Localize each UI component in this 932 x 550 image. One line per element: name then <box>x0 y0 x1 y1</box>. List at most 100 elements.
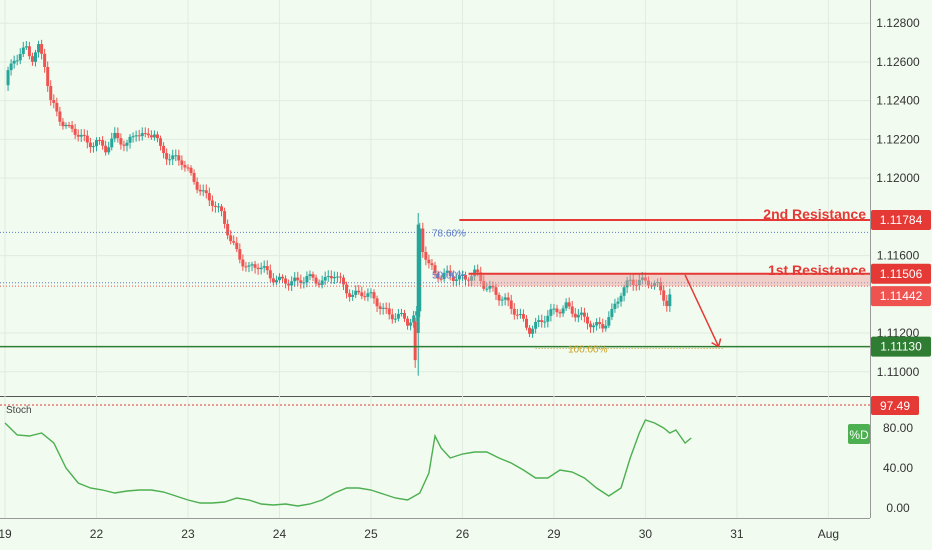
candle-body <box>265 266 269 271</box>
candle-body <box>82 134 86 136</box>
candle-body <box>308 274 312 277</box>
candle-body <box>210 200 214 206</box>
candle-body <box>271 278 275 283</box>
forecast-arrow-head <box>711 338 722 348</box>
candle-body <box>70 125 74 129</box>
candle-body <box>579 312 583 315</box>
candle-body <box>345 284 349 294</box>
candle-body <box>531 328 535 334</box>
stochastic <box>4 419 692 507</box>
tag-first-resistance[interactable]: 1.11506 <box>871 263 931 284</box>
candle-body <box>73 128 77 135</box>
candle-body <box>21 47 25 55</box>
candle-body <box>413 321 417 361</box>
candle-body <box>537 320 541 322</box>
candle-body <box>165 153 169 160</box>
tag-support[interactable]: 1.11130 <box>871 336 931 357</box>
candle-body <box>415 311 419 316</box>
candle-body <box>665 300 669 307</box>
candle-body <box>296 277 300 281</box>
candle-body <box>363 296 367 298</box>
stoch-tick-label: 40.00 <box>883 461 913 475</box>
candle-body <box>137 135 141 137</box>
candle-body <box>524 318 528 328</box>
candle-body <box>494 287 498 295</box>
candle-body <box>576 314 580 318</box>
candle-body <box>201 190 205 192</box>
candle-body <box>433 265 437 274</box>
candle-body <box>119 138 123 145</box>
candle-body <box>509 300 513 309</box>
second-resistance-label: 2nd Resistance <box>763 206 866 222</box>
candle-body <box>418 228 422 312</box>
candle-body <box>582 312 586 317</box>
candle-body <box>534 321 538 329</box>
candle-body <box>216 206 220 208</box>
candle-body <box>549 309 553 316</box>
tag-second-resistance[interactable]: 1.11784 <box>871 209 931 230</box>
candle-body <box>479 272 483 281</box>
candle-body <box>43 53 47 67</box>
candle-body <box>512 308 516 315</box>
candle-body <box>189 167 193 173</box>
fib-50-label: 50.00% <box>432 271 466 282</box>
candle-body <box>67 124 71 126</box>
tag-stoch-value[interactable]: 97.49 <box>871 396 919 415</box>
stoch-tick-label: 80.00 <box>883 421 913 435</box>
candle-body <box>305 276 309 283</box>
candle-body <box>58 111 62 122</box>
tag-current-price[interactable]: 1.11442 <box>871 286 931 307</box>
stoch-panel <box>0 398 870 518</box>
candle-body <box>500 299 504 301</box>
candle-body <box>558 312 562 314</box>
candle-body <box>262 266 266 268</box>
stoch-line <box>4 419 692 507</box>
candle-body <box>634 285 638 287</box>
candle-body <box>424 252 428 260</box>
candle-body <box>326 276 330 278</box>
candle-body <box>528 327 532 334</box>
candle-body <box>18 54 22 61</box>
tag-support-value: 1.11130 <box>880 340 922 354</box>
candle-body <box>110 138 114 148</box>
candle-body <box>463 274 467 280</box>
candle-body <box>595 322 599 326</box>
candle-body <box>299 280 303 284</box>
stoch-legend: %D <box>849 428 869 442</box>
candle-body <box>439 278 443 280</box>
candle-body <box>430 263 434 266</box>
candle-body <box>589 323 593 328</box>
candle-body <box>232 241 236 243</box>
candle-body <box>607 317 611 326</box>
candle-body <box>497 294 501 301</box>
candle-body <box>421 228 425 253</box>
candle-body <box>662 290 666 301</box>
time-axis-labels: 19 22 23 24 25 26 29 30 31 Aug <box>0 527 839 541</box>
candle-body <box>204 190 208 194</box>
candle-body <box>427 259 431 264</box>
candle-body <box>46 66 50 87</box>
candle-body <box>338 276 342 278</box>
candle-body <box>622 287 626 296</box>
candle-body <box>186 167 190 169</box>
candle-body <box>174 155 178 157</box>
candle-body <box>223 211 227 224</box>
time-tick-label: 26 <box>456 527 470 541</box>
candle-body <box>570 306 574 314</box>
stoch-axis-ticks: 80.00 40.00 0.00 <box>883 421 913 515</box>
gridlines <box>0 0 870 518</box>
candle-body <box>412 315 416 323</box>
stoch-legend-badge[interactable]: %D <box>848 424 870 444</box>
candle-body <box>64 124 68 127</box>
candle-body <box>37 44 41 53</box>
candle-body <box>229 235 233 242</box>
candle-body <box>375 298 379 307</box>
candle-body <box>457 275 461 280</box>
time-tick-label: 25 <box>364 527 378 541</box>
candle-body <box>91 146 95 148</box>
candle-body <box>268 270 272 279</box>
time-tick-label: 24 <box>273 527 287 541</box>
candle-body <box>378 306 382 309</box>
candle-body <box>168 159 172 161</box>
